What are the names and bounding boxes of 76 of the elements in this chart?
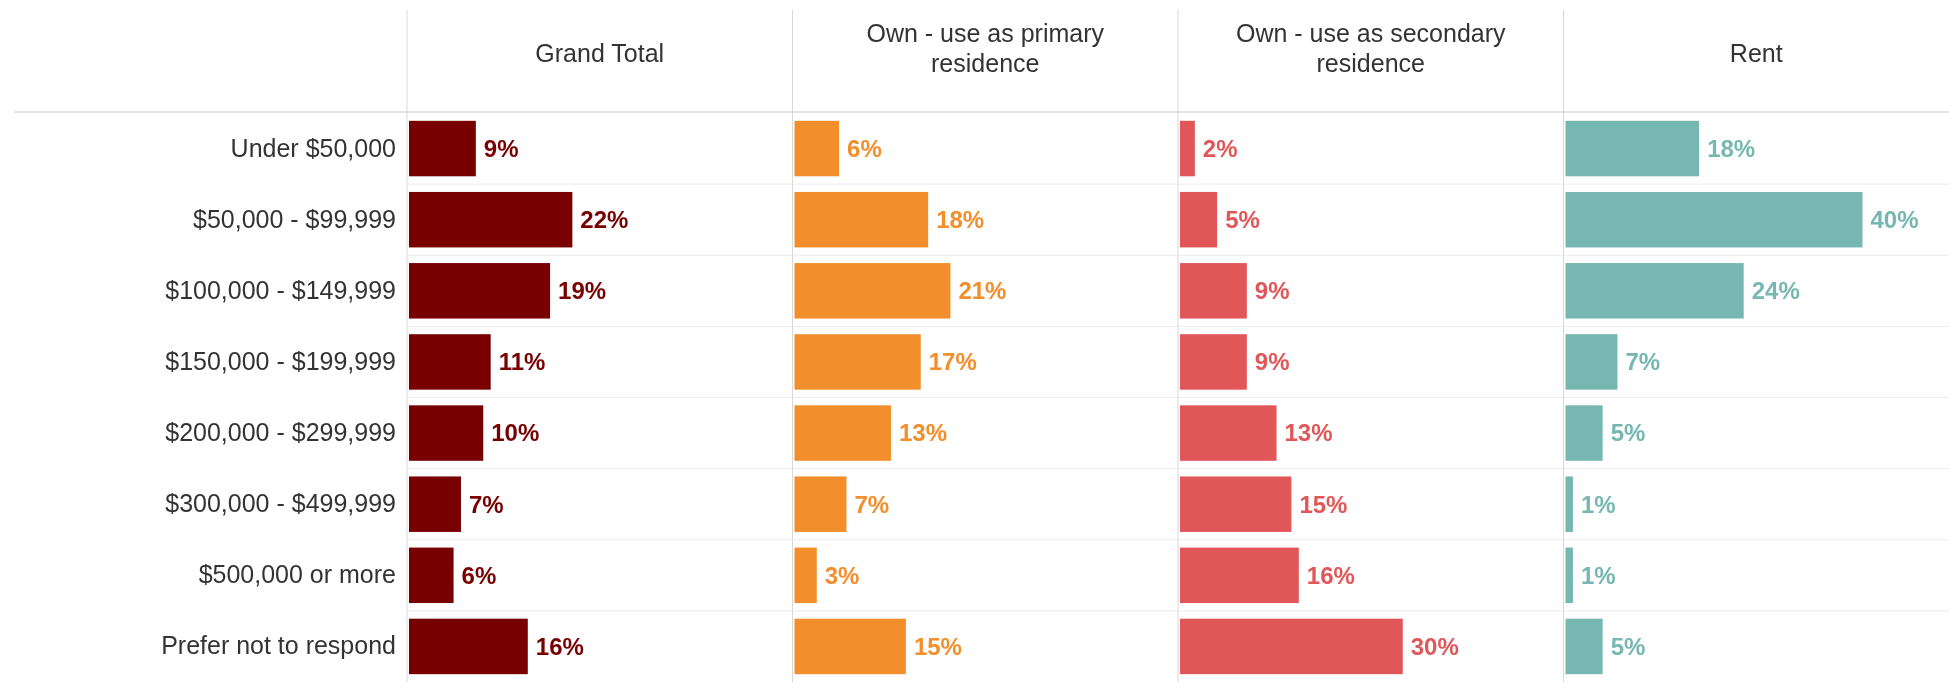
- data-label: 7%: [468, 490, 504, 518]
- bar: [409, 120, 476, 177]
- bar: [1565, 618, 1603, 675]
- bar: [1180, 334, 1247, 390]
- data-label: 22%: [580, 206, 629, 234]
- bar: [1565, 120, 1700, 177]
- bar: [794, 120, 840, 177]
- data-label: 5%: [1225, 206, 1260, 234]
- bar: [1180, 618, 1403, 675]
- data-label: 5%: [1610, 632, 1646, 660]
- bar: [1565, 334, 1618, 390]
- data-label: 24%: [1751, 277, 1800, 305]
- data-label: 9%: [1254, 277, 1290, 305]
- chart-title: Rent: [1729, 39, 1783, 67]
- data-label: 11%: [498, 348, 546, 376]
- data-label: 18%: [936, 206, 985, 234]
- data-label: 2%: [1202, 134, 1238, 162]
- data-label: 17%: [928, 348, 977, 376]
- bar: [794, 618, 906, 675]
- bar: [794, 476, 847, 532]
- data-label: 18%: [1707, 134, 1756, 162]
- data-label: 16%: [535, 632, 584, 660]
- bar: [1565, 263, 1744, 319]
- data-label: 5%: [1610, 419, 1646, 447]
- data-label: 40%: [1870, 206, 1919, 234]
- y-tick-label: $500,000 or more: [198, 560, 396, 589]
- bar: [1180, 547, 1299, 604]
- bar: [1180, 120, 1195, 177]
- data-label: 19%: [558, 277, 607, 305]
- data-label: 7%: [854, 490, 890, 518]
- y-tick-label: $100,000 - $149,999: [165, 275, 396, 304]
- data-label: 1%: [1580, 561, 1616, 589]
- bar: [794, 191, 929, 248]
- data-label: 6%: [461, 561, 497, 589]
- data-label: 7%: [1625, 348, 1661, 376]
- bar: [794, 263, 951, 319]
- data-label: 16%: [1306, 561, 1355, 589]
- bar: [1180, 476, 1292, 532]
- data-label: 30%: [1410, 632, 1459, 660]
- y-tick-label: Prefer not to respond: [161, 631, 396, 660]
- bar: [794, 547, 817, 604]
- y-tick-label: $50,000 - $99,999: [193, 204, 396, 233]
- data-label: 13%: [899, 419, 948, 447]
- data-label: 21%: [958, 277, 1007, 305]
- data-label: 13%: [1284, 419, 1333, 447]
- bar: [409, 334, 491, 390]
- bar: [409, 476, 461, 532]
- data-label: 6%: [847, 134, 882, 162]
- bar: [1180, 405, 1277, 461]
- y-tick-label: $150,000 - $199,999: [165, 346, 396, 375]
- bar: [1565, 547, 1573, 604]
- data-label: 3%: [824, 561, 860, 589]
- y-tick-label: $300,000 - $499,999: [165, 489, 396, 518]
- data-label: 10%: [491, 419, 540, 447]
- bar: [794, 405, 892, 461]
- y-tick-label: $200,000 - $299,999: [165, 418, 396, 447]
- chart-title: Grand Total: [535, 39, 665, 67]
- bar: [409, 405, 484, 461]
- chart-title: Own - use as primary residence: [866, 19, 1105, 77]
- bar: [1180, 191, 1218, 248]
- data-label: 15%: [913, 632, 962, 660]
- bar: [1565, 405, 1603, 461]
- bar: [409, 547, 454, 604]
- data-label: 15%: [1299, 490, 1348, 518]
- bar: [794, 334, 921, 390]
- bar: [1565, 476, 1573, 532]
- y-tick-label: Under $50,000: [230, 133, 396, 162]
- bar: [409, 263, 551, 319]
- bar: [409, 618, 528, 675]
- data-label: 1%: [1580, 490, 1616, 518]
- data-label: 9%: [483, 134, 519, 162]
- bar: [1565, 191, 1863, 248]
- bar: [1180, 263, 1247, 319]
- chart-title: Own - use as secondary residence: [1235, 19, 1507, 77]
- data-label: 9%: [1254, 348, 1290, 376]
- bar: [409, 191, 573, 248]
